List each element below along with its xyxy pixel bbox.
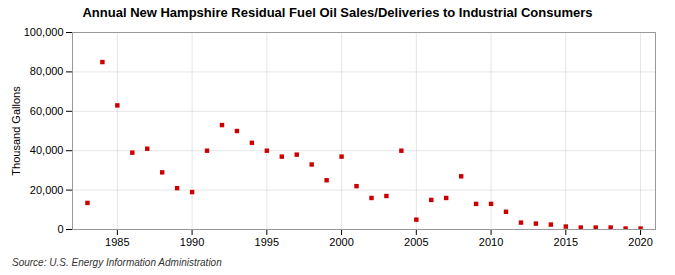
svg-text:1990: 1990 (180, 236, 204, 248)
svg-text:100,000: 100,000 (24, 26, 64, 38)
html-text:Annual New Hampshire Residual: Annual New Hampshire Residual Fuel Oil S… (82, 5, 593, 20)
svg-text:1995: 1995 (255, 236, 279, 248)
svg-text:1985: 1985 (105, 236, 129, 248)
svg-text:2020: 2020 (628, 236, 652, 248)
svg-text:2005: 2005 (404, 236, 428, 248)
svg-text:0: 0 (57, 223, 63, 235)
svg-text:60,000: 60,000 (30, 105, 64, 117)
svg-text:2015: 2015 (554, 236, 578, 248)
svg-text:20,000: 20,000 (30, 184, 64, 196)
svg-text:40,000: 40,000 (30, 144, 64, 156)
svg-text:80,000: 80,000 (30, 65, 64, 77)
svg-text:Thousand Gallons: Thousand Gallons (10, 86, 22, 176)
html-text:Source: U.S. Energy Informatio: Source: U.S. Energy Information Administ… (12, 257, 222, 268)
svg-text:2000: 2000 (329, 236, 353, 248)
svg-text:2010: 2010 (479, 236, 503, 248)
